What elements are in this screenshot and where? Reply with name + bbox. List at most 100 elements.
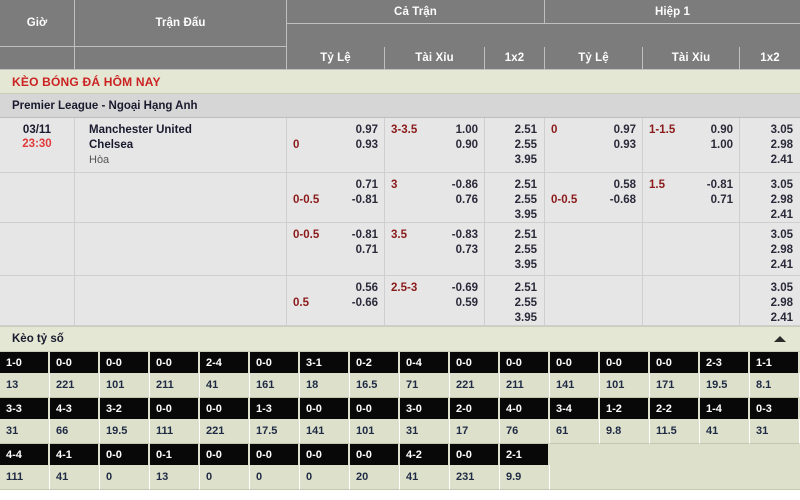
score-label[interactable]: 4-2 bbox=[400, 444, 450, 465]
score-label[interactable]: 0-0 bbox=[500, 352, 550, 373]
score-label[interactable]: 2-3 bbox=[700, 352, 750, 373]
score-label[interactable]: 3-2 bbox=[100, 398, 150, 419]
score-label[interactable]: 0-0 bbox=[200, 398, 250, 419]
score-odds[interactable]: 111 bbox=[150, 419, 200, 444]
score-label[interactable]: 0-0 bbox=[450, 352, 500, 373]
score-odds[interactable]: 17.5 bbox=[250, 419, 300, 444]
score-odds[interactable]: 71 bbox=[400, 373, 450, 398]
fulltime-ou-cell-3[interactable]: 3.5 -0.83 0.73 bbox=[385, 223, 485, 276]
ft-ou-line-2[interactable]: 3 bbox=[391, 179, 398, 191]
h1-1x2-home-1[interactable]: 3.05 bbox=[770, 124, 793, 136]
score-odds[interactable]: 41 bbox=[200, 373, 250, 398]
score-label[interactable]: 0-3 bbox=[750, 398, 800, 419]
correct-score-section-header[interactable]: Kèo tỷ số bbox=[0, 326, 800, 352]
h1-1x2-away-2[interactable]: 2.41 bbox=[770, 209, 793, 221]
score-label[interactable]: 0-0 bbox=[600, 352, 650, 373]
ft-handicap-odds-top-1[interactable]: 0.97 bbox=[355, 124, 378, 136]
ft-1x2-draw-3[interactable]: 2.55 bbox=[514, 244, 537, 256]
score-label[interactable]: 1-4 bbox=[700, 398, 750, 419]
score-odds[interactable]: 141 bbox=[550, 373, 600, 398]
score-odds[interactable]: 61 bbox=[550, 419, 600, 444]
score-label[interactable]: 0-0 bbox=[250, 352, 300, 373]
table-row[interactable]: 0-0.5 -0.81 0.71 3.5 -0.83 0.73 2.51 2.55 … bbox=[0, 223, 800, 276]
score-odds[interactable]: 20 bbox=[350, 465, 400, 490]
score-odds[interactable]: 141 bbox=[300, 419, 350, 444]
table-row[interactable]: 0.71 0-0.5 -0.81 3 -0.86 0.76 2.51 2.55 3.… bbox=[0, 173, 800, 223]
ft-1x2-away-1[interactable]: 3.95 bbox=[514, 154, 537, 166]
ft-ou-over-2[interactable]: -0.86 bbox=[451, 179, 478, 191]
ft-1x2-away-4[interactable]: 3.95 bbox=[514, 312, 537, 324]
score-label[interactable]: 0-0 bbox=[350, 398, 400, 419]
score-label[interactable]: 0-0 bbox=[300, 444, 350, 465]
half-ou-cell-2[interactable]: 1.5 -0.81 0.71 bbox=[643, 173, 740, 223]
h1-1x2-home-3[interactable]: 3.05 bbox=[770, 229, 793, 241]
fulltime-1x2-cell-1[interactable]: 2.51 2.55 3.95 bbox=[485, 118, 545, 173]
score-odds[interactable]: 31 bbox=[400, 419, 450, 444]
score-odds[interactable]: 0 bbox=[250, 465, 300, 490]
score-odds[interactable]: 161 bbox=[250, 373, 300, 398]
score-odds[interactable]: 9.9 bbox=[500, 465, 550, 490]
h1-1x2-draw-3[interactable]: 2.98 bbox=[770, 244, 793, 256]
table-row[interactable]: 03/11 23:30 Manchester United Chelsea Hò… bbox=[0, 118, 800, 173]
score-label[interactable]: 0-0 bbox=[450, 444, 500, 465]
score-odds[interactable]: 13 bbox=[150, 465, 200, 490]
score-label[interactable]: 4-4 bbox=[0, 444, 50, 465]
ft-handicap-odds-bottom-1[interactable]: 0.93 bbox=[355, 139, 378, 151]
h1-ou-line-1[interactable]: 1-1.5 bbox=[649, 124, 676, 136]
half-1x2-cell-2[interactable]: 3.05 2.98 2.41 bbox=[740, 173, 800, 223]
score-odds[interactable]: 8.1 bbox=[750, 373, 800, 398]
ft-handicap-odds-top-4[interactable]: 0.56 bbox=[355, 282, 378, 294]
h1-1x2-away-4[interactable]: 2.41 bbox=[770, 312, 793, 324]
score-label[interactable]: 1-1 bbox=[750, 352, 800, 373]
score-label[interactable]: 0-0 bbox=[150, 398, 200, 419]
fulltime-1x2-cell-3[interactable]: 2.51 2.55 3.95 bbox=[485, 223, 545, 276]
score-odds[interactable]: 211 bbox=[150, 373, 200, 398]
ft-handicap-odds-top-3[interactable]: -0.81 bbox=[351, 229, 378, 241]
score-odds[interactable]: 111 bbox=[0, 465, 50, 490]
fulltime-ou-cell-1[interactable]: 3-3.5 1.00 0.90 bbox=[385, 118, 485, 173]
ft-ou-line-4[interactable]: 2.5-3 bbox=[391, 282, 418, 294]
ft-handicap-line-2[interactable]: 0-0.5 bbox=[293, 194, 320, 206]
caret-up-icon[interactable] bbox=[774, 336, 786, 342]
h1-1x2-draw-2[interactable]: 2.98 bbox=[770, 194, 793, 206]
score-odds[interactable]: 17 bbox=[450, 419, 500, 444]
score-label[interactable]: 0-0 bbox=[650, 352, 700, 373]
fulltime-handicap-cell-1[interactable]: 0.97 0 0.93 bbox=[287, 118, 385, 173]
h1-ou-under-1[interactable]: 1.00 bbox=[710, 139, 733, 151]
fulltime-ou-cell-2[interactable]: 3 -0.86 0.76 bbox=[385, 173, 485, 223]
half-1x2-cell-3[interactable]: 3.05 2.98 2.41 bbox=[740, 223, 800, 276]
score-label[interactable]: 1-0 bbox=[0, 352, 50, 373]
score-odds[interactable]: 31 bbox=[0, 419, 50, 444]
score-odds[interactable]: 41 bbox=[700, 419, 750, 444]
half-handicap-cell-1[interactable]: 0 0.97 0.93 bbox=[545, 118, 643, 173]
ft-ou-under-4[interactable]: 0.59 bbox=[455, 297, 478, 309]
score-label[interactable]: 2-1 bbox=[500, 444, 550, 465]
ft-handicap-odds-bottom-4[interactable]: -0.66 bbox=[351, 297, 378, 309]
score-odds[interactable]: 16.5 bbox=[350, 373, 400, 398]
score-label[interactable]: 3-0 bbox=[400, 398, 450, 419]
h1-handicap-odds-bottom-2[interactable]: -0.68 bbox=[609, 194, 636, 206]
h1-ou-under-2[interactable]: 0.71 bbox=[710, 194, 733, 206]
half-ou-cell-1[interactable]: 1-1.5 0.90 1.00 bbox=[643, 118, 740, 173]
ft-ou-line-1[interactable]: 3-3.5 bbox=[391, 124, 418, 136]
half-1x2-cell-1[interactable]: 3.05 2.98 2.41 bbox=[740, 118, 800, 173]
score-label[interactable]: 0-0 bbox=[100, 444, 150, 465]
ft-1x2-home-4[interactable]: 2.51 bbox=[514, 282, 537, 294]
ft-1x2-away-3[interactable]: 3.95 bbox=[514, 259, 537, 271]
score-label[interactable]: 4-3 bbox=[50, 398, 100, 419]
score-odds[interactable]: 211 bbox=[500, 373, 550, 398]
half-1x2-cell-4[interactable]: 3.05 2.98 2.41 bbox=[740, 276, 800, 326]
h1-handicap-line-2[interactable]: 0-0.5 bbox=[551, 194, 578, 206]
h1-ou-over-2[interactable]: -0.81 bbox=[706, 179, 733, 191]
score-label[interactable]: 0-0 bbox=[300, 398, 350, 419]
score-odds[interactable]: 101 bbox=[100, 373, 150, 398]
h1-1x2-home-4[interactable]: 3.05 bbox=[770, 282, 793, 294]
score-label[interactable]: 4-1 bbox=[50, 444, 100, 465]
ft-ou-line-3[interactable]: 3.5 bbox=[391, 229, 407, 241]
score-label[interactable]: 2-0 bbox=[450, 398, 500, 419]
ft-1x2-away-2[interactable]: 3.95 bbox=[514, 209, 537, 221]
ft-ou-under-2[interactable]: 0.76 bbox=[455, 194, 478, 206]
fulltime-handicap-cell-3[interactable]: 0-0.5 -0.81 0.71 bbox=[287, 223, 385, 276]
ft-handicap-odds-top-2[interactable]: 0.71 bbox=[355, 179, 378, 191]
score-label[interactable]: 0-0 bbox=[250, 444, 300, 465]
